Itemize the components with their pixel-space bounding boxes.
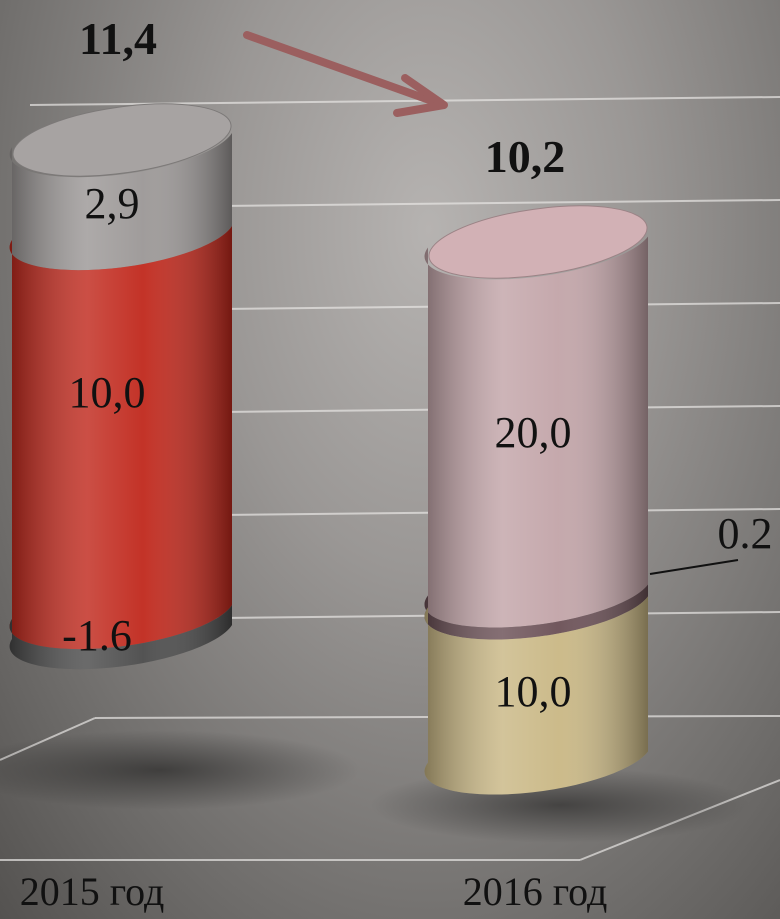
total-label-2016: 10,2: [485, 131, 566, 182]
segment-label: 10,0: [69, 368, 146, 417]
category-label: 2016 год: [463, 869, 608, 914]
gridline: [29, 96, 780, 106]
bar-segment-shading: [424, 596, 648, 795]
bar-segment-shading: [9, 605, 233, 670]
trend-arrow-head: [393, 74, 448, 117]
bars: [9, 103, 648, 795]
leader-line: [649, 559, 739, 575]
total-label-2015: 11,4: [79, 13, 157, 64]
segment-label: -1.6: [62, 611, 132, 660]
trend-arrow: [243, 31, 448, 117]
segment-label: 10,0: [495, 667, 572, 716]
segment-label: 0.2: [718, 509, 773, 558]
segment-label: 2,9: [85, 179, 140, 228]
trend-arrow-shaft: [243, 31, 436, 105]
bar-segment-shading: [9, 226, 233, 650]
bar-segment-shading: [9, 133, 232, 271]
bar-segment-shading: [424, 236, 648, 628]
bar-segment-shading: [424, 584, 648, 640]
segment-label: 20,0: [495, 408, 572, 457]
bar-top-cap: [428, 205, 648, 279]
category-label: 2015 год: [20, 869, 165, 914]
floor-shadow: [0, 730, 360, 810]
bar-top-cap: [12, 103, 232, 177]
